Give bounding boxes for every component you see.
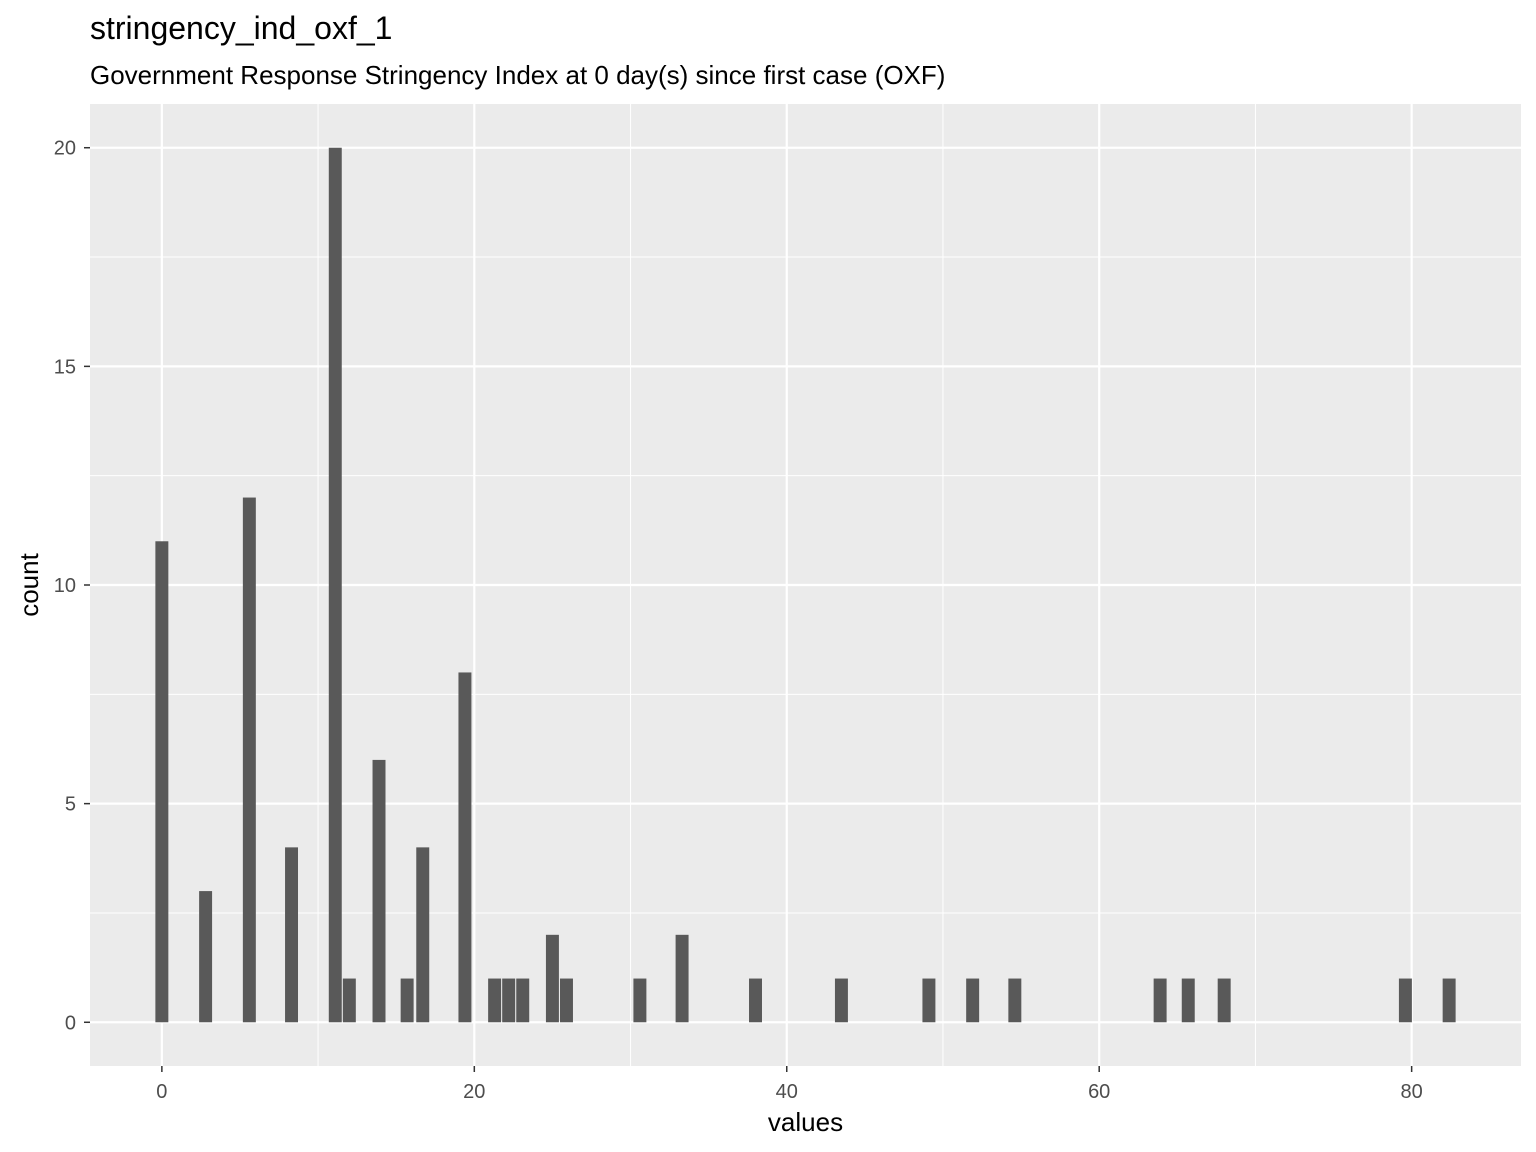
histogram-bar xyxy=(242,497,256,1023)
histogram-bar xyxy=(342,978,356,1023)
histogram-bar xyxy=(516,978,530,1023)
histogram-bar xyxy=(502,978,516,1023)
histogram-bar xyxy=(633,978,647,1023)
histogram-bar xyxy=(458,672,472,1023)
histogram-bar xyxy=(1008,978,1022,1023)
y-axis-title: count xyxy=(14,552,44,616)
chart-subtitle: Government Response Stringency Index at … xyxy=(90,60,946,90)
x-tick-label: 0 xyxy=(156,1081,167,1103)
histogram-bar xyxy=(922,978,936,1023)
histogram-bar xyxy=(1153,978,1167,1023)
histogram-bar xyxy=(834,978,848,1023)
histogram-bar xyxy=(559,978,573,1023)
histogram-bar xyxy=(545,934,559,1023)
histogram-bar xyxy=(966,978,980,1023)
histogram-bar xyxy=(416,847,430,1023)
y-tick-label: 20 xyxy=(54,138,76,160)
histogram-bar xyxy=(488,978,502,1023)
y-tick-label: 0 xyxy=(65,1012,76,1034)
histogram-bar xyxy=(675,934,689,1023)
histogram-bars xyxy=(155,147,1456,1023)
histogram-bar xyxy=(285,847,299,1023)
y-tick-label: 10 xyxy=(54,575,76,597)
histogram-bar xyxy=(328,147,342,1023)
histogram-bar xyxy=(749,978,762,1023)
chart-title: stringency_ind_oxf_1 xyxy=(90,10,393,46)
x-tick-label: 20 xyxy=(463,1081,485,1103)
histogram-bar xyxy=(1217,978,1231,1023)
histogram-bar xyxy=(199,891,213,1023)
y-tick-label: 15 xyxy=(54,356,76,378)
y-axis: 0 5 10 15 20 xyxy=(54,138,90,1034)
y-tick-label: 5 xyxy=(65,794,76,816)
histogram-bar xyxy=(1442,978,1456,1023)
histogram-bar xyxy=(400,978,414,1023)
x-axis: 0 20 40 60 80 xyxy=(156,1066,1423,1103)
histogram-bar xyxy=(1398,978,1412,1023)
x-tick-label: 40 xyxy=(776,1081,798,1103)
x-tick-label: 80 xyxy=(1401,1081,1423,1103)
histogram-bar xyxy=(1181,978,1195,1023)
histogram-bar xyxy=(155,541,169,1023)
x-tick-label: 60 xyxy=(1088,1081,1110,1103)
histogram-bar xyxy=(372,759,386,1023)
x-axis-title: values xyxy=(768,1107,843,1137)
